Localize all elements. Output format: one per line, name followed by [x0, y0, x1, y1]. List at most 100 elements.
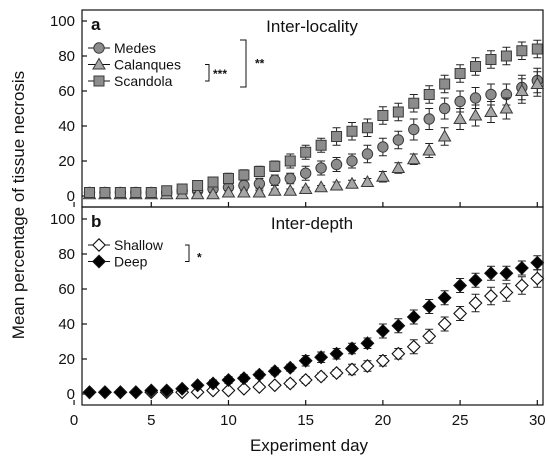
data-point-scandola	[485, 54, 497, 65]
y-tick-label-b: 80	[58, 246, 75, 263]
data-point-calanques	[360, 174, 375, 187]
data-point-deep	[190, 378, 205, 393]
data-point-calanques	[252, 185, 267, 198]
data-point-calanques	[376, 169, 390, 182]
y-tick-label-b: 100	[50, 211, 75, 228]
data-point-scandola	[269, 160, 281, 172]
legend-marker-deep	[92, 254, 106, 269]
data-point-medes	[361, 148, 374, 160]
data-point-calanques	[190, 187, 205, 200]
legend-label-calanques: Calanques	[114, 57, 181, 73]
data-point-calanques	[437, 129, 452, 142]
x-tick-label: 10	[220, 412, 237, 429]
y-tick-label-a: 60	[58, 83, 75, 100]
panel-letter-b: b	[91, 212, 101, 231]
data-point-deep	[175, 381, 190, 396]
data-point-deep	[483, 266, 498, 281]
data-point-deep	[267, 364, 282, 379]
data-point-calanques	[530, 76, 545, 89]
legend-marker-medes	[93, 42, 105, 54]
axis-ticks: 0 20 40 60 80 100 0 20 40 60 80 100 0 5 10 15 20 25 30	[50, 13, 546, 429]
x-tick-label: 5	[147, 412, 155, 429]
legend-marker-calanques	[92, 57, 106, 70]
y-tick-label-b: 0	[67, 386, 75, 403]
data-point-deep	[221, 373, 236, 387]
data-point-calanques	[267, 183, 282, 196]
data-point-calanques	[298, 181, 313, 194]
data-point-calanques	[237, 185, 251, 198]
series-shallow	[82, 269, 545, 400]
data-point-scandola	[84, 187, 95, 198]
data-point-scandola	[176, 183, 188, 195]
data-point-deep	[514, 261, 529, 275]
data-point-deep	[345, 341, 359, 356]
data-point-calanques	[345, 176, 359, 189]
data-point-calanques	[484, 104, 498, 117]
data-point-shallow	[314, 369, 329, 384]
panel-letter-a: a	[91, 15, 101, 34]
data-point-shallow	[236, 381, 251, 396]
data-point-scandola	[392, 106, 404, 118]
data-point-scandola	[346, 125, 358, 137]
panel-frames	[81, 9, 544, 406]
significance-bracket-inner	[205, 64, 210, 82]
data-point-shallow	[252, 380, 267, 394]
x-tick-label: 30	[529, 412, 546, 429]
data-point-calanques	[314, 180, 328, 193]
data-point-shallow	[190, 385, 205, 400]
data-point-shallow	[437, 317, 452, 331]
data-point-shallow	[468, 296, 483, 310]
data-point-scandola	[531, 43, 543, 55]
legend-marker-shallow	[92, 238, 106, 252]
data-point-calanques	[514, 83, 529, 96]
legend-label-deep: Deep	[114, 254, 148, 270]
data-point-deep	[144, 383, 159, 398]
x-tick-label: 0	[70, 412, 78, 429]
y-tick-label-a: 100	[50, 13, 75, 30]
data-point-deep	[82, 385, 97, 400]
data-point-shallow	[360, 359, 375, 373]
data-point-medes	[454, 95, 466, 108]
y-tick-label-a: 0	[67, 188, 75, 205]
data-point-deep	[453, 278, 468, 293]
data-point-deep	[314, 350, 329, 365]
data-point-deep	[252, 367, 267, 382]
legend-label-shallow: Shallow	[114, 237, 164, 253]
data-point-medes	[469, 92, 482, 104]
data-point-scandola	[161, 185, 173, 197]
panel-title-b: Inter-depth	[271, 214, 353, 233]
significance-label-inner: ***	[213, 67, 227, 81]
y-tick-label-a: 80	[58, 48, 75, 65]
data-point-scandola	[238, 169, 250, 181]
legend-label-scandola: Scandola	[114, 73, 173, 89]
data-point-scandola	[145, 187, 157, 198]
data-point-calanques	[406, 152, 421, 165]
data-point-shallow	[499, 285, 514, 300]
data-point-scandola	[408, 97, 420, 109]
data-point-medes	[330, 158, 343, 171]
data-point-shallow	[483, 289, 498, 303]
data-point-deep	[206, 376, 221, 391]
data-point-deep	[422, 299, 437, 314]
legend-marker-scandola	[93, 75, 105, 87]
data-point-deep	[236, 371, 251, 386]
y-tick-label-b: 60	[58, 281, 75, 298]
data-point-deep	[391, 318, 406, 333]
data-series	[82, 39, 545, 400]
data-point-scandola	[423, 89, 435, 100]
data-point-medes	[377, 141, 389, 153]
data-point-shallow	[283, 376, 298, 391]
data-point-scandola	[99, 187, 111, 198]
significance-bracket	[185, 244, 190, 262]
data-point-scandola	[222, 173, 234, 184]
data-point-deep	[298, 353, 313, 368]
data-point-deep	[128, 385, 143, 400]
data-point-medes	[423, 113, 435, 125]
data-point-scandola	[470, 61, 482, 72]
x-axis-label: Experiment day	[250, 436, 369, 455]
data-point-shallow	[391, 346, 406, 361]
data-point-scandola	[361, 122, 373, 134]
